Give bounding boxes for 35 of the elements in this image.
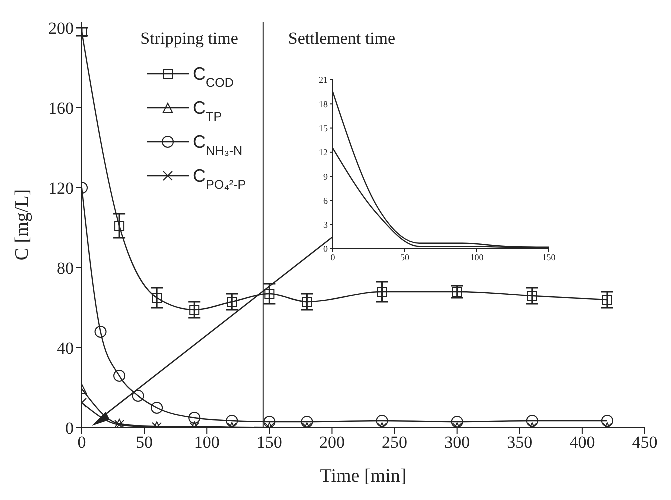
y-tick-label: 200 (48, 19, 74, 38)
legend-label: C$_{TP}$ (193, 98, 222, 124)
x-tick-label: 150 (542, 252, 556, 262)
y-tick-label: 40 (57, 339, 74, 358)
y-tick-label: 3 (324, 220, 328, 230)
y-tick-label: 0 (324, 244, 328, 254)
x-tick-label: 350 (507, 433, 533, 452)
y-tick-label: 21 (319, 75, 328, 86)
y-tick-label: 12 (319, 148, 328, 158)
x-tick-label: 450 (632, 433, 658, 452)
x-tick-label: 250 (382, 433, 408, 452)
x-tick-label: 400 (570, 433, 596, 452)
annotation: Settlement time (288, 29, 396, 48)
y-tick-label: 0 (66, 419, 74, 438)
y-tick-label: 6 (324, 196, 328, 206)
x-tick-label: 0 (78, 433, 86, 452)
legend-label: C$_{COD}$ (193, 64, 234, 90)
x-tick-label: 50 (400, 252, 410, 262)
y-tick-label: 80 (57, 259, 74, 278)
x-axis-title: Time [min] (320, 466, 407, 487)
x-tick-label: 150 (256, 433, 282, 452)
y-tick-label: 9 (324, 172, 328, 182)
legend-label: C$_{PO₄²-P}$ (193, 166, 246, 192)
y-tick-label: 18 (319, 99, 328, 110)
legend-label: C$_{NH₃-N}$ (193, 132, 243, 158)
y-tick-label: 15 (319, 123, 328, 134)
x-tick-label: 100 (470, 252, 484, 262)
annotation: Stripping time (140, 29, 238, 48)
x-tick-label: 50 (136, 433, 154, 452)
x-tick-label: 300 (444, 433, 470, 452)
y-axis-title: C [mg/L] (12, 189, 33, 261)
x-tick-label: 100 (194, 433, 220, 452)
y-tick-label: 120 (48, 179, 74, 198)
y-tick-label: 160 (48, 99, 74, 118)
x-tick-label: 0 (330, 252, 336, 262)
